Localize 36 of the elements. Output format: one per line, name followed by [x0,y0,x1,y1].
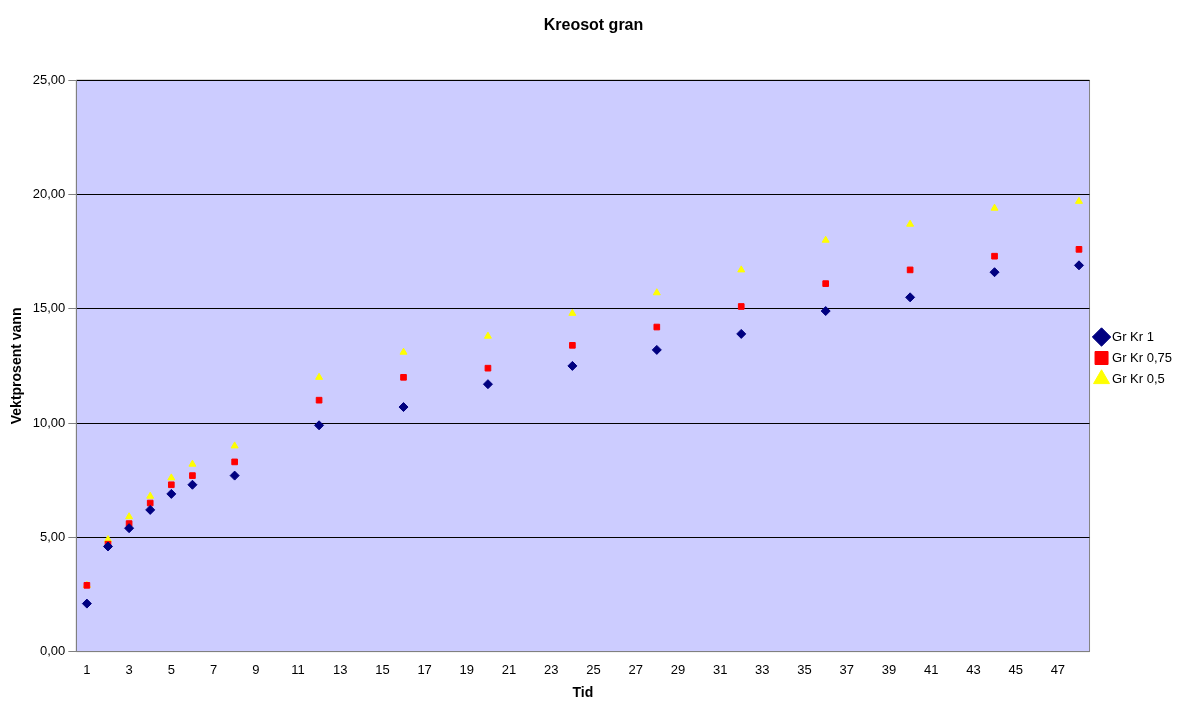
x-axis-title: Tid [572,684,594,701]
x-tick-label: 27 [628,661,643,677]
x-tick-label: 13 [332,661,348,677]
x-tick-label: 43 [966,661,981,677]
x-tick-label: 41 [923,661,939,677]
y-tick-label: 10,00 [32,414,66,430]
x-tick-label: 5 [167,661,175,677]
x-tick-label: 9 [252,661,260,677]
x-tick-label: 11 [291,661,305,677]
x-tick-label: 3 [125,661,133,677]
x-tick-label: 1 [83,661,91,677]
x-tick-label: 37 [839,661,855,677]
chart-title: Kreosot gran [543,16,644,34]
x-tick-label: 35 [797,661,812,677]
x-tick-label: 47 [1050,661,1066,677]
x-tick-label: 29 [670,661,686,677]
y-tick-label: 0,00 [40,643,66,659]
legend-label: Gr Kr 1 [1112,328,1154,344]
x-tick-label: 23 [544,661,559,677]
y-tick-label: 20,00 [32,186,66,202]
y-axis-title: Vektprosent vann [8,307,25,425]
x-tick-label: 17 [417,661,432,677]
x-tick-label: 21 [501,661,517,677]
x-tick-label: 7 [209,661,218,677]
y-tick-label: 25,00 [32,71,66,87]
y-tick-label: 5,00 [40,528,66,544]
x-tick-label: 33 [755,661,770,677]
legend-label: Gr Kr 0,75 [1112,349,1172,365]
x-tick-label: 31 [712,661,728,677]
x-tick-label: 19 [459,661,475,677]
y-tick-label: 15,00 [32,300,66,316]
x-tick-label: 15 [375,661,390,677]
x-tick-label: 39 [881,661,897,677]
legend-label: Gr Kr 0,5 [1112,370,1165,386]
x-tick-label: 25 [586,661,601,677]
x-tick-label: 45 [1008,661,1023,677]
